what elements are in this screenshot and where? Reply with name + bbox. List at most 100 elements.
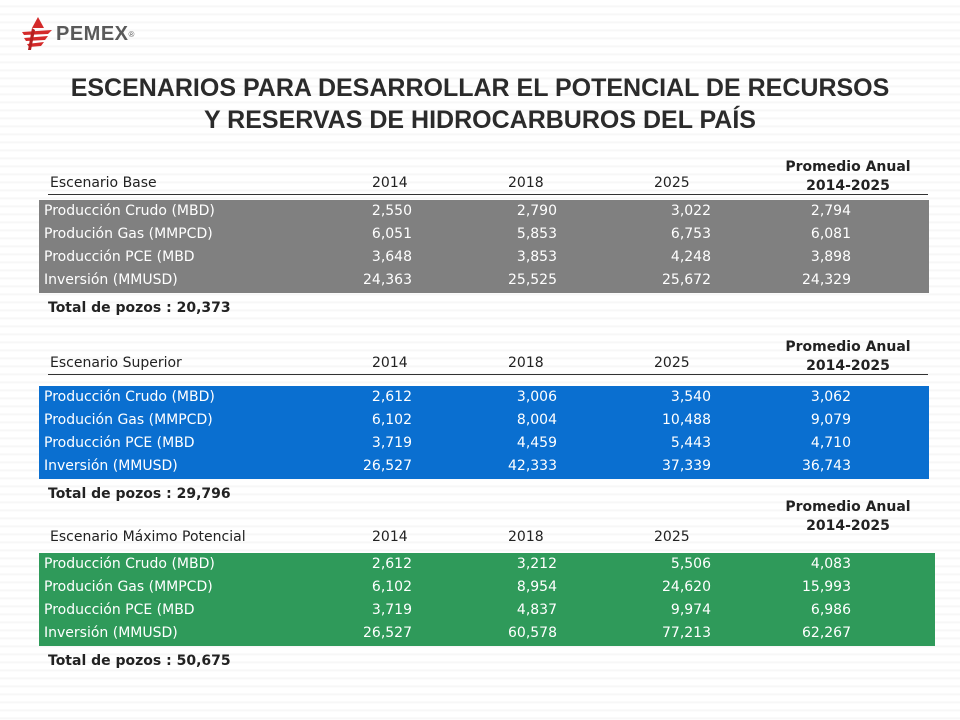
scenario-superior-table: Producción Crudo (MBD) 2,612 3,006 3,540 3,0… xyxy=(39,386,929,479)
value-2025: 25,672 xyxy=(662,272,711,288)
value-2025: 24,620 xyxy=(662,579,711,595)
value-2014: 2,550 xyxy=(371,203,412,219)
value-2018: 8,004 xyxy=(516,412,557,428)
value-2014: 6,051 xyxy=(371,226,412,242)
value-2014: 3,719 xyxy=(371,435,412,451)
value-average: 62,267 xyxy=(802,625,851,641)
value-2014: 3,719 xyxy=(371,602,412,618)
pemex-logo: PEMEX ® xyxy=(18,14,134,54)
value-2025: 5,506 xyxy=(670,556,711,572)
scenario-name: Escenario Base xyxy=(50,175,157,191)
row-label: Producción PCE (MBD xyxy=(44,249,195,265)
value-average: 6,081 xyxy=(810,226,851,242)
table-row: Producción Crudo (MBD) 2,550 2,790 3,022 2,7… xyxy=(39,200,929,223)
year-2018-header: 2018 xyxy=(508,175,544,191)
average-header-line-2: 2014-2025 xyxy=(806,358,890,374)
value-2025: 9,974 xyxy=(670,602,711,618)
value-2025: 10,488 xyxy=(662,412,711,428)
value-2018: 42,333 xyxy=(508,458,557,474)
row-label: Produción Gas (MMPCD) xyxy=(44,412,213,428)
row-label: Produción Gas (MMPCD) xyxy=(44,579,213,595)
value-2018: 25,525 xyxy=(508,272,557,288)
table-row: Producción PCE (MBD 3,719 4,459 5,443 4,710 xyxy=(39,432,929,455)
row-label: Inversión (MMUSD) xyxy=(44,625,178,641)
table-row: Inversión (MMUSD) 24,363 25,525 25,672 24,32… xyxy=(39,269,929,292)
value-2018: 5,853 xyxy=(516,226,557,242)
average-header-line-2: 2014-2025 xyxy=(806,518,890,534)
year-2018-header: 2018 xyxy=(508,529,544,545)
row-label: Producción PCE (MBD xyxy=(44,602,195,618)
title-line-2: Y RESERVAS DE HIDROCARBUROS DEL PAÍS xyxy=(204,106,756,134)
row-label: Inversión (MMUSD) xyxy=(44,272,178,288)
table-row: Inversión (MMUSD) 26,527 60,578 77,213 62,26… xyxy=(39,622,935,645)
year-2025-header: 2025 xyxy=(654,355,690,371)
average-header-line-2: 2014-2025 xyxy=(806,178,890,194)
page-title: ESCENARIOS PARA DESARROLLAR EL POTENCIAL… xyxy=(0,72,960,136)
value-2014: 2,612 xyxy=(371,556,412,572)
value-2025: 37,339 xyxy=(662,458,711,474)
pemex-eagle-icon xyxy=(22,17,52,50)
year-2014-header: 2014 xyxy=(372,355,408,371)
logo-registered-mark: ® xyxy=(128,29,135,39)
value-average: 36,743 xyxy=(802,458,851,474)
average-header-line-1: Promedio Anual xyxy=(785,499,911,515)
value-2018: 8,954 xyxy=(516,579,557,595)
average-header: Promedio Anual 2014-2025 xyxy=(748,498,948,536)
scenario-base-total: Total de pozos : 20,373 xyxy=(48,300,231,316)
year-2014-header: 2014 xyxy=(372,175,408,191)
value-average: 3,062 xyxy=(810,389,851,405)
average-header: Promedio Anual 2014-2025 xyxy=(748,158,948,196)
year-2018-header: 2018 xyxy=(508,355,544,371)
value-2018: 4,459 xyxy=(516,435,557,451)
value-2025: 77,213 xyxy=(662,625,711,641)
row-label: Producción PCE (MBD xyxy=(44,435,195,451)
title-line-1: ESCENARIOS PARA DESARROLLAR EL POTENCIAL… xyxy=(70,74,890,102)
average-header-line-1: Promedio Anual xyxy=(785,339,911,355)
value-average: 3,898 xyxy=(810,249,851,265)
scenario-superior-total: Total de pozos : 29,796 xyxy=(48,486,231,502)
row-label: Producción Crudo (MBD) xyxy=(44,556,215,572)
scenario-maximo-total: Total de pozos : 50,675 xyxy=(48,653,231,669)
table-row: Producción Crudo (MBD) 2,612 3,212 5,506 4,0… xyxy=(39,553,935,576)
year-2025-header: 2025 xyxy=(654,529,690,545)
scenario-name: Escenario Máximo Potencial xyxy=(50,529,246,545)
value-2018: 4,837 xyxy=(516,602,557,618)
average-header-line-1: Promedio Anual xyxy=(785,159,911,175)
value-2014: 6,102 xyxy=(371,412,412,428)
table-row: Inversión (MMUSD) 26,527 42,333 37,339 36,74… xyxy=(39,455,929,478)
value-2014: 26,527 xyxy=(363,458,412,474)
value-2025: 4,248 xyxy=(670,249,711,265)
value-2018: 3,006 xyxy=(516,389,557,405)
value-2014: 2,612 xyxy=(371,389,412,405)
scenario-base-header: Escenario Base 2014 2018 2025 Promedio A… xyxy=(48,154,928,195)
value-2014: 24,363 xyxy=(363,272,412,288)
average-header: Promedio Anual 2014-2025 xyxy=(748,338,948,376)
table-row: Producción PCE (MBD 3,648 3,853 4,248 3,898 xyxy=(39,246,929,269)
row-label: Inversión (MMUSD) xyxy=(44,458,178,474)
row-label: Producción Crudo (MBD) xyxy=(44,389,215,405)
scenario-maximo-header: Escenario Máximo Potencial 2014 2018 202… xyxy=(48,499,928,545)
value-2018: 2,790 xyxy=(516,203,557,219)
value-2014: 6,102 xyxy=(371,579,412,595)
table-row: Producción PCE (MBD 3,719 4,837 9,974 6,986 xyxy=(39,599,935,622)
value-2018: 3,212 xyxy=(516,556,557,572)
value-average: 15,993 xyxy=(802,579,851,595)
value-2025: 6,753 xyxy=(670,226,711,242)
value-average: 2,794 xyxy=(810,203,851,219)
table-row: Produción Gas (MMPCD) 6,102 8,954 24,620 15,… xyxy=(39,576,935,599)
value-average: 4,083 xyxy=(810,556,851,572)
row-label: Produción Gas (MMPCD) xyxy=(44,226,213,242)
scenario-base-table: Producción Crudo (MBD) 2,550 2,790 3,022 2,7… xyxy=(39,200,929,293)
scenario-superior-header: Escenario Superior 2014 2018 2025 Promed… xyxy=(48,334,928,375)
value-2018: 3,853 xyxy=(516,249,557,265)
value-2025: 5,443 xyxy=(670,435,711,451)
row-label: Producción Crudo (MBD) xyxy=(44,203,215,219)
table-row: Produción Gas (MMPCD) 6,102 8,004 10,488 9,0… xyxy=(39,409,929,432)
scenario-maximo-table: Producción Crudo (MBD) 2,612 3,212 5,506 4,0… xyxy=(39,553,935,646)
year-2025-header: 2025 xyxy=(654,175,690,191)
value-average: 6,986 xyxy=(810,602,851,618)
value-2025: 3,022 xyxy=(670,203,711,219)
value-2014: 3,648 xyxy=(371,249,412,265)
year-2014-header: 2014 xyxy=(372,529,408,545)
value-2025: 3,540 xyxy=(670,389,711,405)
